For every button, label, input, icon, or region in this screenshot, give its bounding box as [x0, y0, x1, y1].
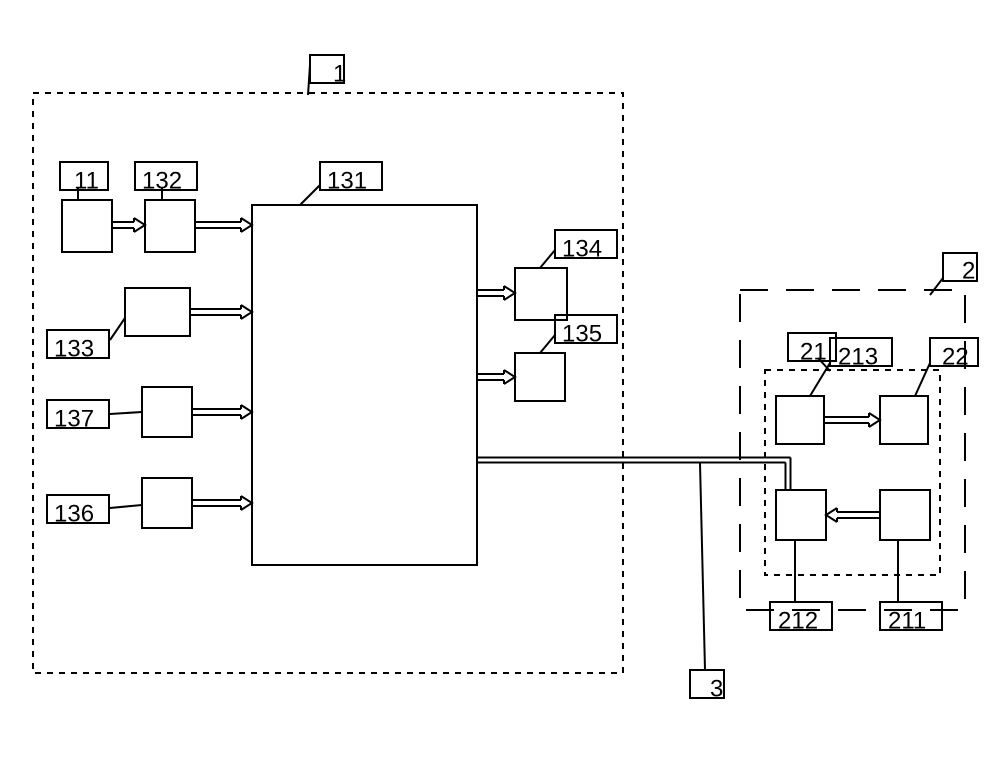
leader-131	[300, 185, 320, 205]
leader-135	[540, 335, 555, 353]
arrow	[477, 286, 515, 300]
label-212: 212	[778, 607, 818, 634]
label-131: 131	[327, 167, 367, 194]
label-213: 213	[838, 343, 878, 370]
arrow	[824, 413, 880, 427]
label-132: 132	[142, 167, 182, 194]
label-211: 211	[888, 607, 926, 634]
block-134	[515, 268, 567, 320]
block-137	[142, 387, 192, 437]
leader-3	[700, 463, 705, 670]
label-3: 3	[710, 675, 723, 702]
leader-134	[540, 250, 555, 268]
block-131	[252, 205, 477, 565]
arrow	[190, 305, 252, 319]
leader-136	[110, 505, 142, 508]
block-133	[125, 288, 190, 336]
label-1: 1	[333, 60, 346, 87]
bus-3	[477, 458, 791, 491]
label-133: 133	[54, 335, 94, 362]
leader-133	[110, 318, 125, 340]
block-212	[776, 490, 826, 540]
label-134: 134	[562, 235, 602, 262]
arrow	[112, 218, 145, 232]
arrow	[192, 405, 252, 419]
label-22: 22	[942, 343, 969, 370]
arrow	[826, 508, 880, 522]
label-135: 135	[562, 320, 602, 347]
block-213	[776, 396, 824, 444]
label-21: 21	[800, 338, 827, 365]
block-132	[145, 200, 195, 252]
leader-213	[810, 363, 830, 396]
leader-22	[915, 363, 930, 396]
block-11	[62, 200, 112, 252]
label-136: 136	[54, 500, 94, 527]
arrow	[192, 496, 252, 510]
block-211	[880, 490, 930, 540]
block-135	[515, 353, 565, 401]
leader-2	[930, 278, 943, 295]
label-2: 2	[962, 257, 975, 284]
label-137: 137	[54, 405, 94, 432]
leader-137	[110, 412, 142, 414]
block-136	[142, 478, 192, 528]
block-diagram: 111132131134135133137136221213222122113	[0, 0, 1000, 782]
label-11: 11	[74, 167, 99, 194]
arrow	[195, 218, 252, 232]
arrow	[477, 370, 515, 384]
block-22	[880, 396, 928, 444]
